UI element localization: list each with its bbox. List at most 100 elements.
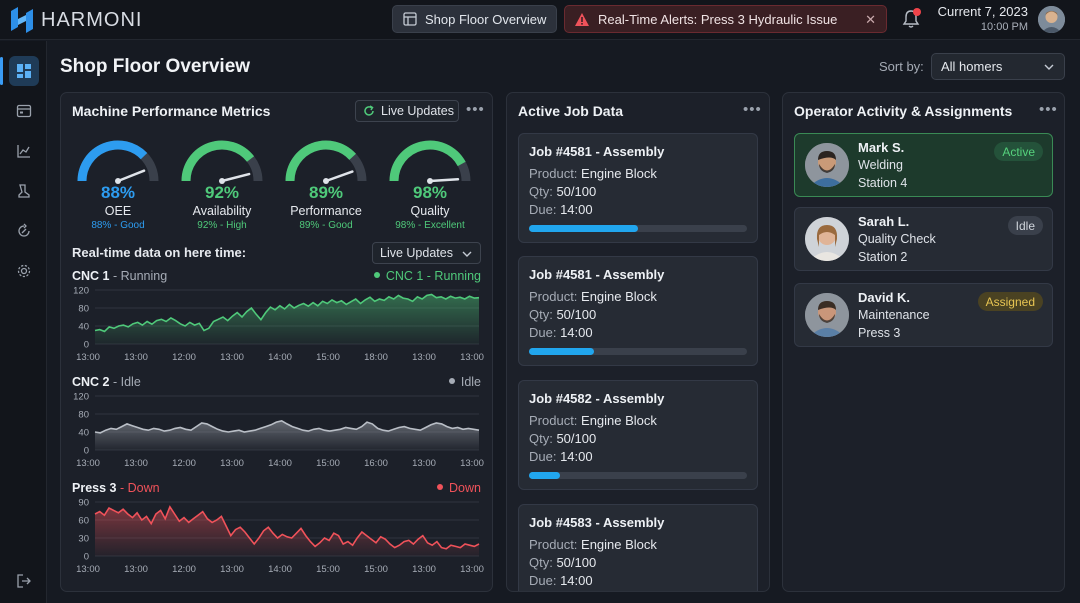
job-field: Qty: 50/100 bbox=[529, 307, 597, 322]
gauge-sub: 88% - Good bbox=[91, 220, 145, 231]
operators-title: Operator Activity & Assignments bbox=[794, 103, 1013, 119]
machine-state: - Idle bbox=[109, 375, 141, 389]
operator-avatar bbox=[805, 293, 849, 337]
datetime: Current 7, 2023 10:00 PM bbox=[926, 4, 1028, 33]
job-field: Product: Engine Block bbox=[529, 289, 657, 304]
jobs-title: Active Job Data bbox=[518, 103, 624, 119]
gauge-needle bbox=[220, 172, 251, 183]
more-icon[interactable]: ••• bbox=[743, 101, 762, 118]
brand-logo[interactable]: HARMONI bbox=[8, 4, 142, 36]
gauge-sub: 92% - High bbox=[197, 220, 247, 231]
job-progress-fill bbox=[529, 472, 560, 479]
job-title: Job #4581 - Assembly bbox=[529, 144, 665, 159]
x-tick-label: 14:00 bbox=[268, 352, 292, 363]
active-job-panel: Active Job Data ••• Job #4581 - Assembly… bbox=[506, 92, 770, 592]
x-tick-label: 13:00 bbox=[220, 458, 244, 469]
sidebar-item-schedule[interactable] bbox=[9, 96, 39, 126]
operator-station: Station 2 bbox=[858, 250, 908, 264]
job-card[interactable]: Job #4581 - Assembly Product: Engine Bloc… bbox=[518, 256, 758, 366]
job-field-value: Engine Block bbox=[581, 413, 657, 428]
x-tick-label: 13:00 bbox=[76, 458, 100, 469]
series-line bbox=[94, 419, 480, 434]
status-text: CNC 1 - Running bbox=[385, 269, 481, 283]
job-field: Product: Engine Block bbox=[529, 413, 657, 428]
operator-card[interactable]: Mark S. Welding Station 4 Active bbox=[794, 133, 1053, 197]
job-progress-fill bbox=[529, 348, 595, 355]
x-tick-label: 13:00 bbox=[76, 564, 100, 575]
more-icon[interactable]: ••• bbox=[466, 101, 485, 118]
operator-station: Station 4 bbox=[858, 176, 908, 190]
gauge-label: Availability bbox=[192, 204, 252, 218]
sidebar-item-analytics[interactable] bbox=[9, 136, 39, 166]
job-progress-track bbox=[529, 348, 747, 355]
status-text: Down bbox=[449, 481, 481, 495]
sort-select[interactable]: All homers bbox=[931, 53, 1065, 80]
y-tick-label: 120 bbox=[73, 392, 89, 403]
more-icon[interactable]: ••• bbox=[1039, 101, 1058, 118]
machine-chart: 0 30 60 90 13:00 13:00 12:00 13:00 14:00 15:00 15:… bbox=[76, 498, 484, 575]
operator-name: Mark S. bbox=[858, 140, 905, 155]
job-field: Due: 14:00 bbox=[529, 573, 593, 588]
user-avatar-image bbox=[1038, 6, 1065, 33]
job-card[interactable]: Job #4583 - Assembly Product: Engine Bloc… bbox=[518, 504, 758, 591]
gauge-hub bbox=[115, 178, 121, 184]
operator-photo bbox=[805, 217, 849, 261]
sidebar-item-dashboard[interactable] bbox=[9, 56, 39, 86]
operator-avatar bbox=[805, 143, 849, 187]
job-card[interactable]: Job #4582 - Assembly Product: Engine Bloc… bbox=[518, 380, 758, 490]
series-area bbox=[95, 294, 479, 344]
x-tick-label: 15:00 bbox=[316, 458, 340, 469]
tab-label: Shop Floor Overview bbox=[425, 11, 547, 27]
sidebar-item-logout[interactable] bbox=[9, 566, 39, 596]
operator-card[interactable]: David K. Maintenance Press 3 Assigned bbox=[794, 283, 1053, 347]
machine-chart: 0 40 80 120 13:00 13:00 12:00 13:00 14:00 15:00 18… bbox=[73, 286, 484, 363]
machine-status: Idle bbox=[448, 375, 481, 389]
realtime-select[interactable]: Live Updates bbox=[372, 242, 481, 264]
x-tick-label: 13:00 bbox=[412, 458, 436, 469]
close-icon[interactable]: ✕ bbox=[865, 12, 876, 27]
sidebar-item-settings[interactable] bbox=[9, 256, 39, 286]
job-field-value: 14:00 bbox=[560, 449, 593, 464]
status-dot bbox=[448, 378, 455, 384]
job-field: Product: Engine Block bbox=[529, 166, 657, 181]
x-tick-label: 14:00 bbox=[268, 564, 292, 575]
tab-shop-floor-overview[interactable]: Shop Floor Overview bbox=[392, 5, 557, 33]
x-tick-label: 13:00 bbox=[220, 352, 244, 363]
live-updates-label: Live Updates bbox=[381, 104, 454, 118]
alert-banner[interactable]: Real-Time Alerts: Press 3 Hydraulic Issu… bbox=[564, 5, 887, 33]
x-tick-label: 13:00 bbox=[124, 352, 148, 363]
job-progress-track bbox=[529, 225, 747, 232]
operator-avatar bbox=[805, 217, 849, 261]
sidebar-item-machines[interactable] bbox=[9, 176, 39, 206]
user-avatar[interactable] bbox=[1038, 6, 1065, 33]
operator-card[interactable]: Sarah L. Quality Check Station 2 Idle bbox=[794, 207, 1053, 271]
page-title: Shop Floor Overview bbox=[60, 56, 251, 77]
machine-icon bbox=[18, 184, 30, 198]
machine-status: CNC 1 - Running bbox=[373, 269, 481, 283]
sidebar-item-maintenance[interactable] bbox=[9, 216, 39, 246]
x-tick-label: 15:00 bbox=[364, 564, 388, 575]
machine-name: CNC 2 - Idle bbox=[72, 375, 141, 389]
gauge-value: 88% bbox=[100, 183, 136, 202]
logout-icon bbox=[17, 574, 31, 588]
job-title: Job #4583 - Assembly bbox=[529, 515, 665, 530]
series-area bbox=[95, 420, 479, 450]
status-badge: Active bbox=[994, 142, 1043, 161]
sort-label: Sort by: bbox=[879, 59, 924, 74]
operator-role: Maintenance bbox=[858, 308, 930, 322]
job-title: Job #4581 - Assembly bbox=[529, 267, 665, 282]
gauge-fill bbox=[285, 140, 356, 182]
gauge-hub bbox=[219, 178, 225, 184]
status-badge: Idle bbox=[1007, 216, 1043, 235]
wrench-cycle-icon bbox=[18, 223, 30, 237]
job-progress-track bbox=[529, 472, 747, 479]
machine-label: CNC 1 bbox=[72, 269, 110, 283]
x-tick-label: 13:00 bbox=[460, 458, 484, 469]
gauge-sub: 98% - Excellent bbox=[395, 220, 465, 231]
job-card[interactable]: Job #4581 - Assembly Product: Engine Bloc… bbox=[518, 133, 758, 243]
job-field: Qty: 50/100 bbox=[529, 184, 597, 199]
x-tick-label: 18:00 bbox=[364, 352, 388, 363]
job-field: Product: Engine Block bbox=[529, 537, 657, 552]
live-updates-button[interactable]: Live Updates bbox=[355, 100, 459, 122]
job-field-value: 50/100 bbox=[556, 307, 597, 322]
